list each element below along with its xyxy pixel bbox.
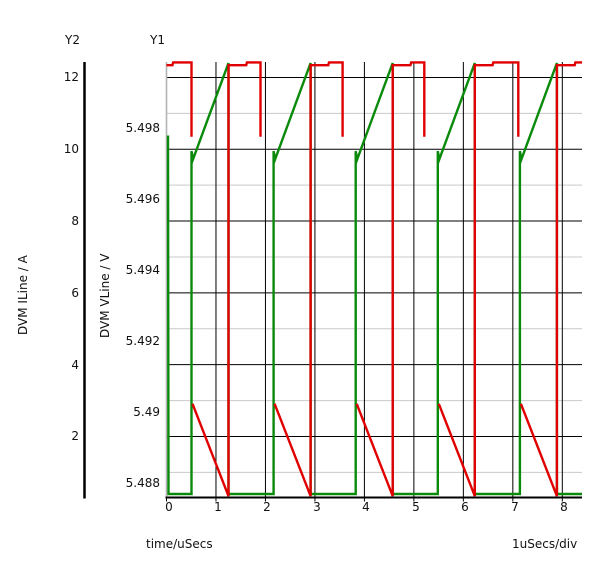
y2-tick-label: 6	[71, 286, 79, 300]
trace-dvm-iline[interactable]	[519, 61, 582, 497]
y1-tick-label: 5.498	[125, 121, 160, 135]
x-tick-label: 5	[412, 500, 420, 514]
y1-axis-title: Y1	[150, 33, 165, 47]
x-tick-label: 8	[560, 500, 568, 514]
x-tick-label: 3	[313, 500, 321, 514]
y1-tick-label: 5.492	[125, 334, 160, 348]
y1-tick-label: 5.496	[125, 192, 160, 206]
trace-dvm-iline[interactable]	[437, 61, 520, 497]
y2-tick-label: 2	[71, 429, 79, 443]
y2-tick-label: 8	[71, 214, 79, 228]
y2-tick-label: 4	[71, 358, 79, 372]
x-tick-label: 6	[461, 500, 469, 514]
x-tick-label: 7	[511, 500, 519, 514]
y2-tick-label: 10	[63, 142, 79, 156]
y1-tick-label: 5.49	[133, 405, 160, 419]
x-tick-label: 4	[362, 500, 370, 514]
y2-axis-title: Y2	[65, 33, 80, 47]
x-tick-label: 2	[263, 500, 271, 514]
x-axis-label: time/uSecs	[146, 537, 213, 551]
y2-tick-label: 12	[63, 70, 79, 84]
trace-dvm-iline[interactable]	[191, 61, 262, 497]
y1-tick-label: 5.488	[125, 476, 160, 490]
trace-dvm-iline[interactable]	[166, 61, 193, 137]
y1-tick-label: 5.494	[125, 263, 160, 277]
x-scale-label: 1uSecs/div	[512, 537, 578, 551]
x-tick-label: 1	[214, 500, 222, 514]
trace-dvm-iline[interactable]	[355, 61, 426, 497]
x-tick-label: 0	[165, 500, 173, 514]
trace-dvm-vline[interactable]	[166, 62, 582, 496]
trace-dvm-iline[interactable]	[273, 61, 344, 497]
